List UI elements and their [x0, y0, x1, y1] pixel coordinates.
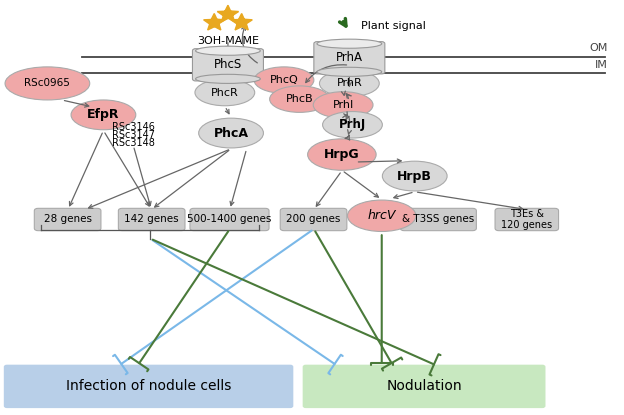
Ellipse shape	[313, 92, 373, 118]
Text: Nodulation: Nodulation	[386, 379, 462, 393]
Text: 500-1400 genes: 500-1400 genes	[187, 215, 271, 225]
Ellipse shape	[383, 161, 447, 191]
Text: HrpG: HrpG	[324, 148, 359, 161]
Ellipse shape	[323, 112, 383, 138]
FancyBboxPatch shape	[4, 365, 293, 408]
Ellipse shape	[270, 86, 329, 112]
Text: OM: OM	[589, 43, 608, 53]
Ellipse shape	[5, 67, 90, 100]
FancyBboxPatch shape	[34, 208, 101, 231]
FancyBboxPatch shape	[190, 208, 269, 231]
Ellipse shape	[317, 67, 382, 76]
Text: PhcS: PhcS	[214, 58, 242, 71]
Text: IM: IM	[595, 60, 608, 70]
Text: Infection of nodule cells: Infection of nodule cells	[66, 379, 232, 393]
Text: RSc3147: RSc3147	[112, 130, 155, 140]
Ellipse shape	[195, 79, 255, 106]
FancyBboxPatch shape	[192, 49, 263, 81]
Ellipse shape	[319, 70, 379, 97]
Text: HrpB: HrpB	[397, 170, 432, 183]
FancyBboxPatch shape	[280, 208, 347, 231]
Text: PrhA: PrhA	[336, 51, 363, 64]
Text: 142 genes: 142 genes	[124, 215, 179, 225]
FancyBboxPatch shape	[401, 208, 476, 231]
Text: 28 genes: 28 genes	[44, 215, 92, 225]
Text: RSc3148: RSc3148	[112, 138, 155, 148]
Ellipse shape	[71, 100, 136, 130]
Ellipse shape	[348, 200, 416, 232]
Text: 200 genes: 200 genes	[286, 215, 341, 225]
Text: hrcV: hrcV	[368, 209, 396, 222]
Text: PhcR: PhcR	[211, 88, 239, 98]
Polygon shape	[231, 14, 252, 30]
Text: RSc0965: RSc0965	[24, 78, 71, 88]
Text: RSc3146: RSc3146	[112, 122, 155, 132]
FancyBboxPatch shape	[303, 365, 545, 408]
Ellipse shape	[308, 139, 376, 170]
Text: PhcA: PhcA	[213, 127, 248, 139]
FancyBboxPatch shape	[314, 42, 385, 74]
Text: & T3SS genes: & T3SS genes	[402, 215, 474, 225]
Text: 3OH-MAME: 3OH-MAME	[197, 36, 259, 46]
Text: PrhI: PrhI	[333, 100, 354, 110]
FancyBboxPatch shape	[495, 208, 558, 231]
Ellipse shape	[317, 39, 382, 48]
Ellipse shape	[198, 118, 263, 148]
Text: PhcQ: PhcQ	[270, 75, 298, 85]
Ellipse shape	[195, 74, 260, 83]
Polygon shape	[203, 14, 225, 30]
Text: EfpR: EfpR	[87, 108, 120, 121]
Text: PrhR: PrhR	[336, 78, 362, 88]
Text: Plant signal: Plant signal	[361, 22, 426, 32]
Polygon shape	[217, 5, 238, 22]
Ellipse shape	[254, 67, 314, 93]
Text: PrhJ: PrhJ	[339, 118, 366, 131]
FancyBboxPatch shape	[119, 208, 185, 231]
Text: PhcB: PhcB	[286, 94, 313, 104]
Ellipse shape	[195, 46, 260, 55]
Text: T3Es &
120 genes: T3Es & 120 genes	[501, 209, 552, 230]
